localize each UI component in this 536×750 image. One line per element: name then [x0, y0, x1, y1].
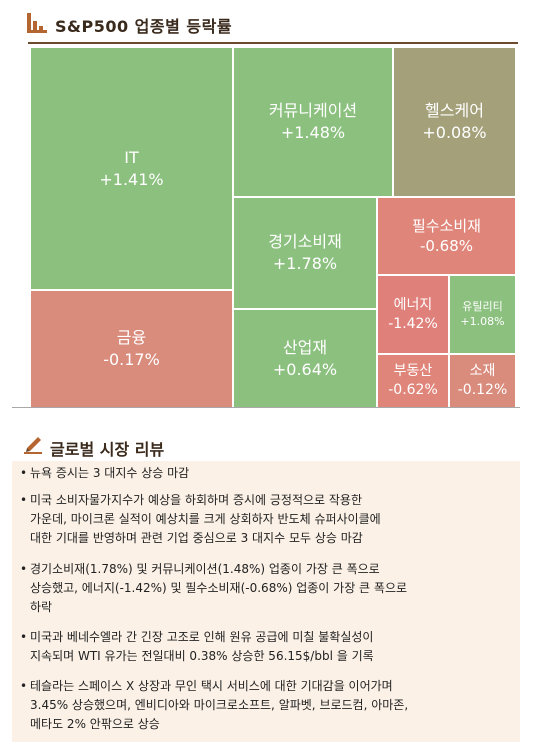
sector-industrials: 산업재 +0.64%: [233, 309, 377, 408]
sector-change: +1.41%: [99, 169, 164, 189]
sector-consumer-staples: 필수소비재 -0.68%: [377, 197, 516, 275]
bullet: •: [20, 679, 28, 693]
sector-name: 커뮤니케이션: [268, 101, 358, 121]
sector-financials: 금융 -0.17%: [30, 290, 233, 408]
sector-name: 금융: [116, 328, 147, 348]
review-line: 미국과 베네수엘라 간 긴장 고조로 인해 원유 공급에 미칠 불확실성이: [30, 630, 374, 644]
review-title: 글로벌 시장 리뷰: [50, 440, 165, 459]
sector-change: +1.08%: [460, 314, 505, 328]
review-item: • 경기소비재(1.78%) 및 커뮤니케이션(1.48%) 업종이 가장 큰 폭…: [20, 560, 515, 617]
review-item: • 테슬라는 스페이스 X 상장과 무인 택시 서비스에 대한 기대감을 이어가며…: [20, 677, 515, 734]
sector-communication: 커뮤니케이션 +1.48%: [233, 47, 393, 197]
bullet: •: [20, 493, 28, 507]
review-line: 메타도 2% 안팎으로 상승: [30, 717, 160, 731]
review-line: 경기소비재(1.78%) 및 커뮤니케이션(1.48%) 업종이 가장 큰 폭으…: [30, 562, 380, 576]
review-line: 지속되며 WTI 유가는 전일대비 0.38% 상승한 56.15$/bbl 을…: [30, 649, 374, 663]
sector-change: -0.12%: [457, 382, 508, 398]
sector-name: 경기소비재: [268, 232, 342, 252]
sector-change: -1.42%: [388, 315, 438, 332]
page-title: S&P500 업종별 등락률: [55, 17, 233, 36]
review-line: 미국 소비자물가지수가 예상을 하회하며 증시에 긍정적으로 작용한: [30, 493, 363, 507]
review-line: 가운데, 마이크론 실적이 예상치를 크게 상회하자 반도체 슈퍼사이클에: [30, 512, 381, 526]
sector-name: 에너지: [393, 296, 433, 313]
review-line: 상승했고, 에너지(-1.42%) 및 필수소비재(-0.68%) 업종이 가장…: [30, 581, 408, 595]
review-line: 테슬라는 스페이스 X 상장과 무인 택시 서비스에 대한 기대감을 이어가며: [30, 679, 393, 693]
review-item: • 뉴욕 증시는 3 대지수 상승 마감: [20, 464, 515, 483]
sector-treemap: IT +1.41% 금융 -0.17% 커뮤니케이션 +1.48% 헬스케어 +0.08% 경기…: [30, 47, 516, 408]
review-line: 뉴욕 증시는 3 대지수 상승 마감: [30, 466, 190, 480]
sector-change: +1.48%: [280, 123, 346, 142]
sector-materials: 소재 -0.12%: [449, 354, 516, 408]
review-line: 대한 기대를 반영하며 관련 기업 중심으로 3 대지수 모두 상승 마감: [30, 531, 363, 545]
bullet: •: [20, 562, 28, 576]
review-line: 하락: [30, 600, 53, 614]
sector-change: +1.78%: [272, 254, 338, 273]
sector-change: -0.17%: [103, 350, 160, 369]
sector-utilities: 유틸리티 +1.08%: [449, 275, 516, 354]
sector-name: 헬스케어: [425, 101, 484, 121]
header: S&P500 업종별 등락률: [0, 0, 536, 40]
sector-consumer-discretionary: 경기소비재 +1.78%: [233, 197, 377, 309]
sector-energy: 에너지 -1.42%: [377, 275, 449, 354]
sector-healthcare: 헬스케어 +0.08%: [393, 47, 516, 197]
bullet: •: [20, 630, 28, 644]
sector-change: +0.08%: [422, 123, 487, 142]
bullet: •: [20, 466, 28, 480]
sector-name: 필수소비재: [411, 216, 481, 235]
bar-chart-icon: [27, 13, 47, 33]
review-line: 3.45% 상승했으며, 엔비디아와 마이크로소프트, 알파벳, 브로드컴, 아…: [30, 698, 409, 712]
sector-change: -0.68%: [419, 237, 474, 255]
sector-name: 산업재: [282, 337, 328, 357]
review-box: • 뉴욕 증시는 3 대지수 상승 마감 • 미국 소비자물가지수가 예상을 하회하며…: [12, 461, 520, 742]
chart-baseline: [12, 407, 520, 408]
sector-change: +0.64%: [272, 359, 338, 379]
sector-name: 유틸리티: [462, 299, 503, 313]
header-divider: [28, 42, 518, 44]
sector-real-estate: 부동산 -0.62%: [377, 354, 449, 408]
sector-name: 소재: [469, 363, 496, 380]
sector-name: 부동산: [393, 363, 433, 380]
pencil-icon: [24, 437, 42, 454]
sector-change: -0.62%: [388, 382, 438, 398]
sector-it: IT +1.41%: [30, 47, 233, 290]
sector-name: IT: [124, 147, 139, 167]
